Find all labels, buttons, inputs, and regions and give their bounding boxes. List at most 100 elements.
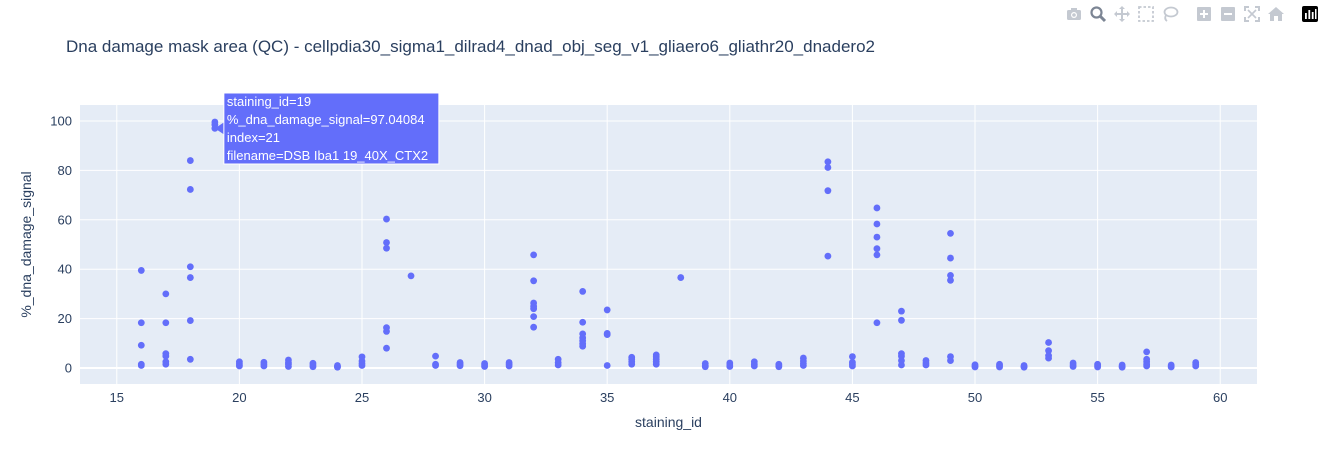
data-point[interactable] <box>873 251 881 259</box>
data-point[interactable] <box>309 363 317 371</box>
x-tick-label: 45 <box>845 390 859 405</box>
data-point[interactable] <box>186 186 194 193</box>
data-point[interactable] <box>898 361 905 369</box>
plotly-logo-button[interactable] <box>1300 4 1320 24</box>
data-point[interactable] <box>996 363 1003 371</box>
data-point[interactable] <box>505 362 513 370</box>
data-point[interactable] <box>137 362 145 369</box>
data-point[interactable] <box>358 362 366 369</box>
data-point[interactable] <box>799 362 807 369</box>
data-point[interactable] <box>922 361 930 369</box>
data-point[interactable] <box>285 363 292 370</box>
data-point[interactable] <box>701 363 709 371</box>
data-point[interactable] <box>947 357 954 364</box>
data-point[interactable] <box>1045 347 1052 355</box>
data-point[interactable] <box>652 360 660 368</box>
data-point[interactable] <box>898 307 905 315</box>
data-point[interactable] <box>603 331 611 339</box>
data-point[interactable] <box>1143 362 1151 370</box>
data-point[interactable] <box>873 233 881 241</box>
data-point[interactable] <box>260 362 268 370</box>
data-point[interactable] <box>947 229 954 237</box>
autoscale-button[interactable] <box>1242 4 1262 24</box>
data-point[interactable] <box>162 290 170 298</box>
data-point[interactable] <box>530 305 538 313</box>
data-point[interactable] <box>530 251 538 259</box>
data-point[interactable] <box>579 342 587 350</box>
data-point[interactable] <box>383 244 390 252</box>
zoom-in-button[interactable] <box>1194 4 1214 24</box>
data-point[interactable] <box>432 362 439 369</box>
data-point[interactable] <box>947 276 954 284</box>
data-point[interactable] <box>211 124 219 132</box>
data-point[interactable] <box>186 263 194 271</box>
data-point[interactable] <box>971 363 979 371</box>
data-point[interactable] <box>824 164 832 171</box>
data-point[interactable] <box>873 204 881 212</box>
data-point[interactable] <box>481 363 488 370</box>
data-point[interactable] <box>579 288 587 295</box>
data-point[interactable] <box>873 245 881 253</box>
data-point[interactable] <box>407 272 415 280</box>
data-point[interactable] <box>628 360 636 368</box>
pan-button[interactable] <box>1112 4 1132 24</box>
data-point[interactable] <box>898 316 905 324</box>
data-point[interactable] <box>530 323 538 331</box>
data-point[interactable] <box>579 318 587 326</box>
data-point[interactable] <box>677 274 685 281</box>
data-point[interactable] <box>383 344 390 352</box>
data-point[interactable] <box>824 158 832 166</box>
data-point[interactable] <box>603 362 611 369</box>
data-point[interactable] <box>235 362 243 370</box>
data-point[interactable] <box>1045 354 1052 362</box>
reset-axes-button[interactable] <box>1266 4 1286 24</box>
data-point[interactable] <box>873 220 881 228</box>
data-point[interactable] <box>162 352 170 360</box>
data-point[interactable] <box>947 254 954 262</box>
data-point[interactable] <box>873 319 881 327</box>
data-point[interactable] <box>383 215 390 223</box>
data-point[interactable] <box>1143 348 1151 356</box>
data-point[interactable] <box>775 363 783 371</box>
zoom-button[interactable] <box>1088 4 1108 24</box>
zoom-out-button[interactable] <box>1218 4 1238 24</box>
data-point[interactable] <box>162 360 170 368</box>
data-point[interactable] <box>554 361 562 369</box>
data-point[interactable] <box>824 252 832 260</box>
data-point[interactable] <box>1045 339 1052 346</box>
camera-button[interactable] <box>1064 4 1084 24</box>
y-tick-label: 60 <box>58 212 72 227</box>
box-select-button[interactable] <box>1136 4 1156 24</box>
data-point[interactable] <box>456 362 464 370</box>
data-point[interactable] <box>849 353 856 360</box>
data-points[interactable] <box>137 118 1200 371</box>
data-point[interactable] <box>603 306 611 314</box>
data-point[interactable] <box>1020 363 1028 371</box>
data-point[interactable] <box>432 352 439 360</box>
data-point[interactable] <box>530 277 538 285</box>
data-point[interactable] <box>186 317 194 324</box>
data-point[interactable] <box>137 319 145 327</box>
data-point[interactable] <box>162 319 170 327</box>
data-point[interactable] <box>1069 363 1077 370</box>
data-point[interactable] <box>137 341 145 349</box>
data-point[interactable] <box>334 363 341 371</box>
data-point[interactable] <box>750 362 758 370</box>
data-point[interactable] <box>726 363 734 370</box>
data-point[interactable] <box>1118 363 1126 371</box>
data-point[interactable] <box>383 239 390 246</box>
data-point[interactable] <box>186 274 194 281</box>
y-tick-label: 100 <box>50 114 72 129</box>
lasso-select-button[interactable] <box>1160 4 1180 24</box>
data-point[interactable] <box>530 313 538 320</box>
data-point[interactable] <box>186 157 194 164</box>
data-point[interactable] <box>186 355 194 363</box>
data-point[interactable] <box>383 328 390 335</box>
data-point[interactable] <box>1167 363 1175 371</box>
data-point[interactable] <box>849 362 856 370</box>
data-point[interactable] <box>947 271 954 279</box>
data-point[interactable] <box>137 267 145 274</box>
data-point[interactable] <box>824 187 832 195</box>
data-point[interactable] <box>1192 362 1200 370</box>
data-point[interactable] <box>1094 363 1102 371</box>
